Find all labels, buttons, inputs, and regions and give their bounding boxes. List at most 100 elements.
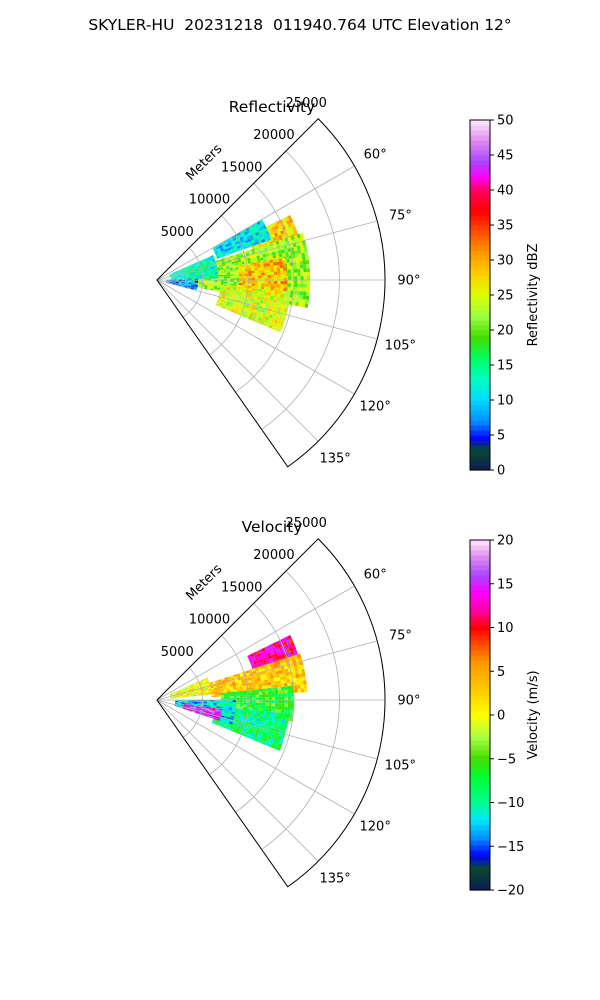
echo-cell bbox=[226, 727, 231, 730]
echo-cell bbox=[185, 272, 190, 274]
echo-cell bbox=[247, 257, 251, 261]
echo-cell bbox=[238, 285, 243, 288]
echo-cell bbox=[229, 244, 233, 248]
echo-cell bbox=[287, 286, 291, 291]
echo-cell bbox=[207, 256, 211, 259]
echo-cell bbox=[277, 743, 283, 748]
echo-cell bbox=[270, 296, 274, 300]
echo-cell bbox=[267, 275, 271, 279]
echo-cell bbox=[294, 685, 298, 690]
colorbar-segment bbox=[470, 695, 490, 701]
echo-cell bbox=[195, 694, 200, 696]
echo-cell bbox=[253, 298, 258, 303]
echo-cell bbox=[198, 281, 202, 283]
echo-cell bbox=[186, 695, 190, 697]
echo-cell bbox=[175, 281, 179, 283]
echo-cell bbox=[233, 239, 238, 243]
echo-cell bbox=[268, 688, 272, 692]
echo-cell bbox=[192, 271, 196, 274]
echo-cell bbox=[270, 287, 274, 291]
angle-spoke bbox=[156, 699, 319, 862]
echo-cell bbox=[258, 705, 263, 709]
echo-cell bbox=[267, 679, 271, 683]
echo-cell bbox=[286, 298, 290, 303]
echo-cell bbox=[180, 695, 184, 697]
echo-cell bbox=[227, 698, 231, 700]
echo-cell bbox=[178, 269, 182, 272]
echo-cells bbox=[169, 635, 308, 751]
echo-cell bbox=[276, 739, 281, 744]
echo-cell bbox=[303, 287, 307, 292]
echo-cell bbox=[280, 267, 284, 272]
colorbar-tick-label: 0 bbox=[497, 709, 505, 724]
echo-cell bbox=[230, 283, 234, 286]
echo-cell bbox=[185, 281, 189, 283]
echo-cell bbox=[282, 264, 287, 268]
echo-cell bbox=[243, 245, 248, 250]
echo-cell bbox=[207, 702, 211, 705]
echo-cell bbox=[259, 702, 263, 706]
echo-cell bbox=[259, 233, 264, 238]
echo-cell bbox=[226, 272, 231, 275]
echo-cell bbox=[178, 691, 183, 693]
echo-cell bbox=[211, 693, 215, 696]
echo-cell bbox=[220, 276, 224, 279]
echo-cell bbox=[284, 720, 289, 725]
echo-cell bbox=[222, 291, 227, 294]
echo-cell bbox=[193, 264, 197, 267]
echo-cell bbox=[272, 661, 277, 666]
echo-cell bbox=[277, 247, 282, 251]
echo-cell bbox=[192, 272, 196, 275]
echo-cell bbox=[178, 281, 182, 283]
echo-cell bbox=[179, 691, 183, 694]
echo-cell bbox=[266, 310, 271, 315]
echo-cell bbox=[251, 285, 255, 289]
echo-cell bbox=[229, 270, 234, 273]
echo-cell bbox=[252, 700, 256, 703]
echo-cell bbox=[165, 281, 170, 283]
echo-cell bbox=[211, 690, 215, 693]
echo-cell bbox=[222, 263, 226, 267]
echo-cell bbox=[261, 680, 265, 684]
echo-cell bbox=[247, 654, 252, 659]
echo-cell bbox=[278, 303, 283, 308]
echo-cell bbox=[279, 676, 284, 681]
echo-cell bbox=[279, 261, 283, 265]
echo-cell bbox=[212, 261, 216, 264]
echo-cell bbox=[260, 229, 265, 234]
echo-cell bbox=[227, 283, 231, 286]
echo-cell bbox=[267, 666, 272, 671]
echo-cell bbox=[285, 301, 290, 306]
echo-cell bbox=[181, 701, 185, 703]
echo-cell bbox=[248, 280, 252, 284]
echo-cell bbox=[296, 681, 301, 686]
echo-cell bbox=[288, 646, 294, 652]
echo-cell bbox=[178, 689, 182, 692]
echo-cell bbox=[222, 304, 226, 307]
echo-cell bbox=[265, 717, 270, 721]
echo-cell bbox=[280, 723, 285, 727]
echo-cell bbox=[287, 266, 291, 270]
echo-cell bbox=[169, 694, 173, 696]
echo-cell bbox=[170, 276, 174, 278]
echo-cell bbox=[188, 688, 192, 691]
echo-cell bbox=[236, 691, 240, 694]
echo-cell bbox=[248, 290, 253, 294]
echo-cell bbox=[197, 286, 202, 289]
echo-cell bbox=[173, 696, 177, 698]
echo-cell bbox=[188, 691, 193, 694]
echo-cell bbox=[269, 662, 274, 667]
echo-cell bbox=[254, 286, 258, 289]
colorbar-segment bbox=[470, 740, 490, 746]
echo-cell bbox=[187, 287, 191, 289]
colorbar-segment bbox=[470, 855, 490, 861]
echo-cell bbox=[259, 674, 264, 678]
echo-cell bbox=[275, 228, 280, 233]
colorbar-segment bbox=[470, 200, 490, 206]
radial-tick-label: 15000 bbox=[221, 580, 262, 595]
echo-cell bbox=[296, 261, 300, 266]
angle-tick-label: 90° bbox=[397, 274, 420, 289]
echo-cell bbox=[181, 688, 185, 691]
echo-cell bbox=[284, 216, 289, 222]
